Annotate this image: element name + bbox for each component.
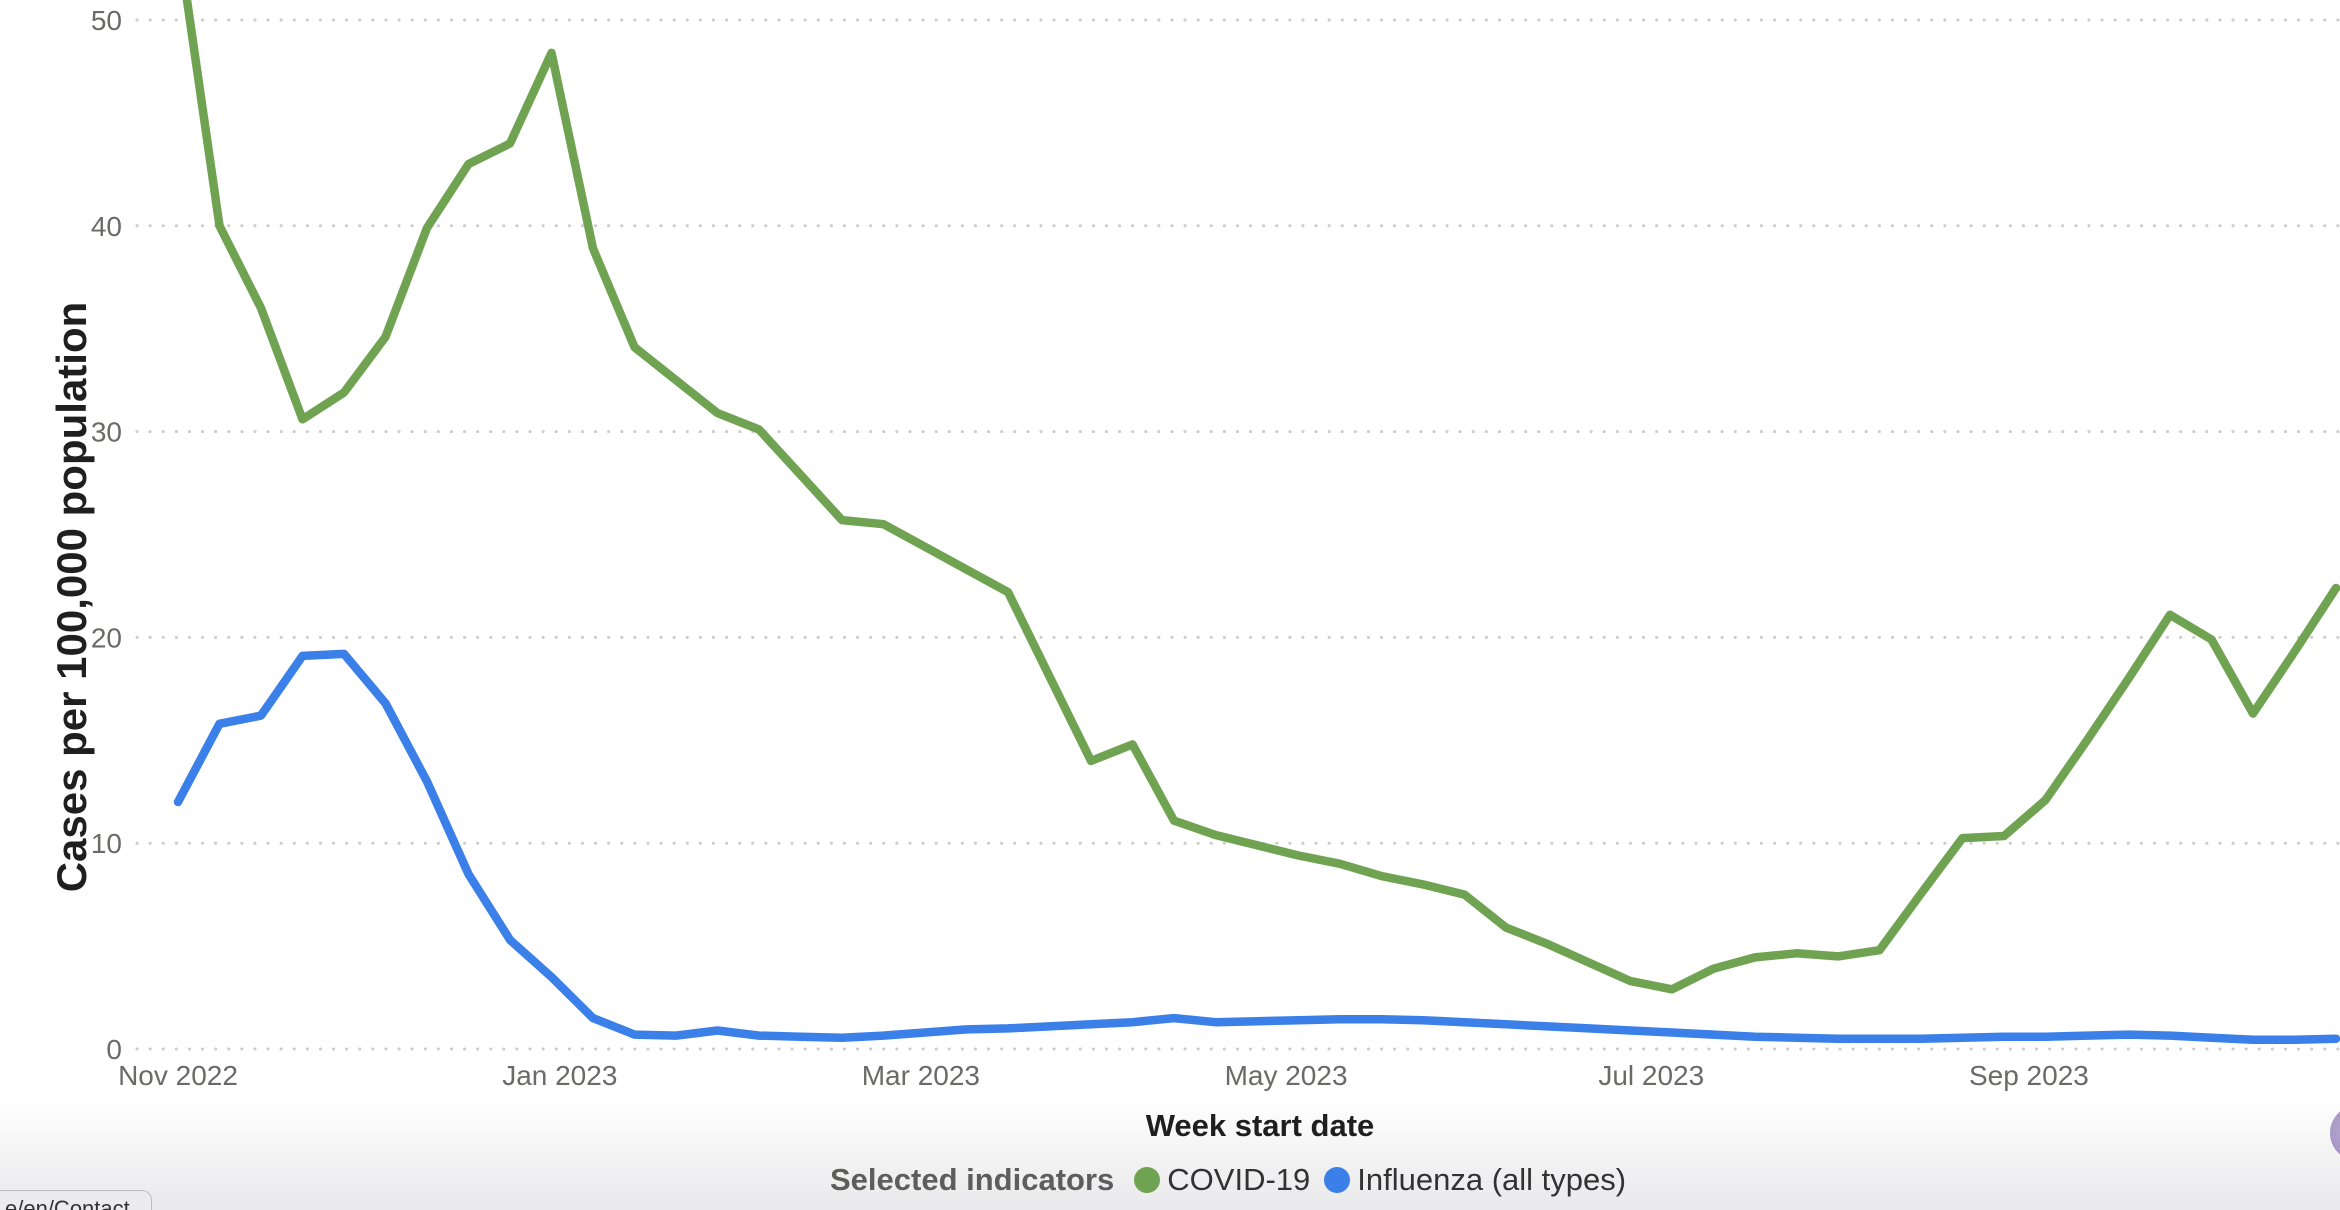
y-tick-label: 20: [91, 622, 122, 653]
legend-item-covid19[interactable]: COVID-19: [1134, 1162, 1310, 1198]
x-tick-label: Nov 2022: [118, 1060, 238, 1091]
x-tick-label: Mar 2023: [862, 1060, 980, 1091]
x-tick-label: Jul 2023: [1598, 1060, 1704, 1091]
y-tick-label: 10: [91, 828, 122, 859]
x-tick-label: Jan 2023: [502, 1060, 617, 1091]
chart-legend: Selected indicators COVID-19 Influenza (…: [830, 1158, 1626, 1202]
y-tick-label: 0: [106, 1034, 122, 1065]
legend-item-label: COVID-19: [1167, 1162, 1311, 1197]
legend-item-label: Influenza (all types): [1357, 1162, 1627, 1197]
y-tick-label: 50: [91, 5, 122, 36]
floating-action-button-partial[interactable]: [2330, 1105, 2340, 1161]
series-line-covid-19[interactable]: [178, 0, 2340, 994]
y-axis-title: Cases per 100,000 population: [48, 301, 95, 893]
covid19-series-dot-icon: [1134, 1167, 1161, 1193]
influenza-series-dot-icon: [1324, 1167, 1351, 1193]
y-tick-label: 40: [91, 211, 122, 242]
x-tick-label: Sep 2023: [1969, 1060, 2089, 1091]
y-tick-label: 30: [91, 417, 122, 448]
series-line-influenza-all-types-[interactable]: [173, 649, 2340, 1044]
legend-item-influenza[interactable]: Influenza (all types): [1324, 1162, 1626, 1198]
legend-title: Selected indicators: [830, 1162, 1115, 1197]
link-preview-text: e/en/Contact: [5, 1196, 130, 1210]
link-preview-tooltip: e/en/Contact: [0, 1190, 152, 1210]
x-tick-label: May 2023: [1225, 1060, 1348, 1091]
x-axis-title: Week start date: [1145, 1108, 1375, 1143]
